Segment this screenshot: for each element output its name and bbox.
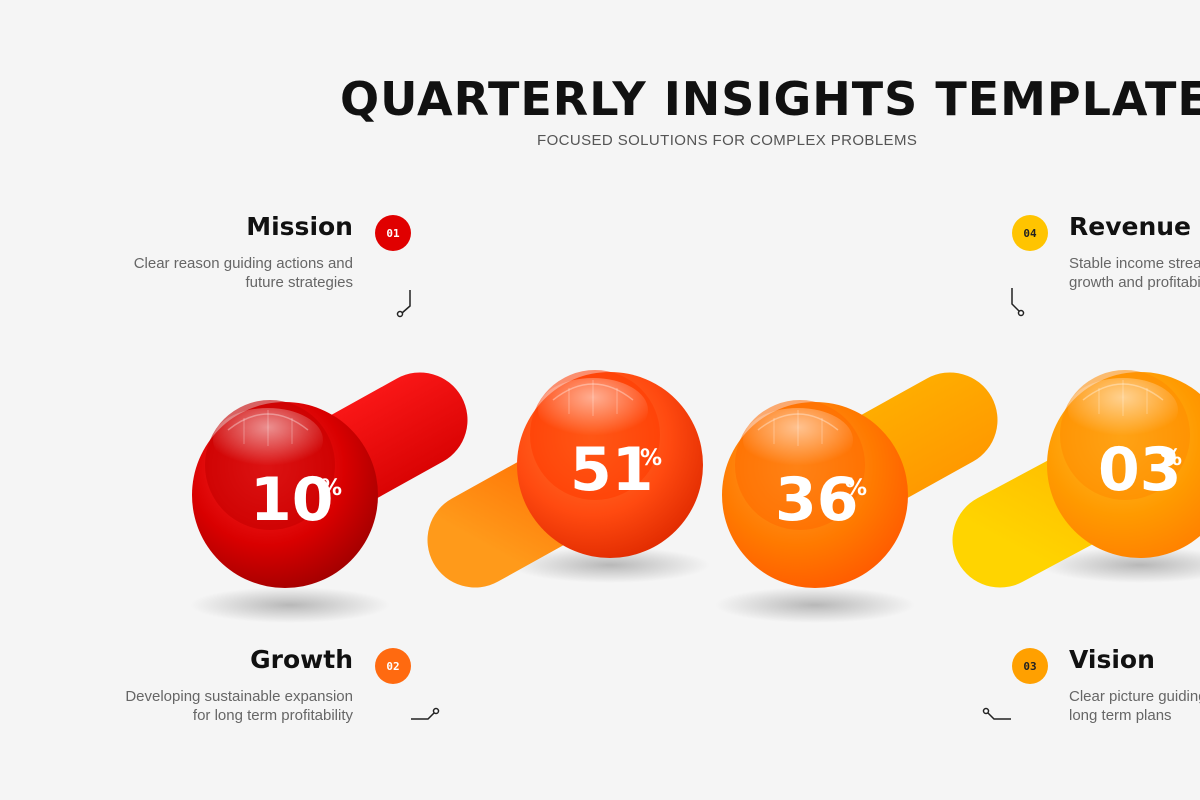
ball-shadow — [510, 547, 710, 583]
item-title-growth: Growth — [250, 645, 353, 674]
percent-unit-mission: % — [320, 476, 342, 501]
item-desc-line: Stable income streams — [1069, 255, 1200, 272]
sphere-vision: 36 % — [722, 400, 908, 588]
item-desc-mission: Clear reason guiding actions and future … — [134, 254, 353, 292]
item-number-badge-vision: 03 — [1012, 648, 1048, 684]
percent-value-mission: 10 — [250, 465, 334, 535]
item-number-badge-growth: 02 — [375, 648, 411, 684]
item-desc-line: Clear reason guiding actions and — [133, 255, 353, 272]
page-title: QUARTERLY INSIGHTS TEMPLATE — [340, 72, 1200, 126]
pointer-vision — [982, 707, 1011, 720]
item-number-badge-revenue: 04 — [1012, 215, 1048, 251]
page-subtitle: FOCUSED SOLUTIONS FOR COMPLEX PROBLEMS — [537, 132, 918, 149]
item-desc-line: Clear picture guiding — [1069, 688, 1200, 705]
item-number-badge-mission: 01 — [375, 215, 411, 251]
item-title-mission: Mission — [246, 212, 353, 241]
sphere-revenue: 03 % — [1047, 370, 1200, 558]
item-desc-line: Developing sustainable expansion — [125, 688, 353, 705]
ball-shadow — [715, 587, 915, 623]
item-desc-line: for long term profitability — [192, 707, 353, 724]
item-desc-line: growth and profitability — [1069, 274, 1200, 291]
item-desc-vision: Clear picture guiding long term plans — [1069, 687, 1200, 725]
pointer-growth — [411, 707, 440, 720]
item-desc-line: future strategies — [245, 274, 353, 291]
pointer-mission — [396, 290, 411, 318]
percent-value-vision: 36 — [775, 465, 859, 535]
ball-shadow — [1040, 547, 1200, 583]
percent-unit-vision: % — [845, 476, 867, 501]
item-title-revenue: Revenue — [1069, 212, 1192, 241]
item-title-vision: Vision — [1069, 645, 1155, 674]
item-desc-growth: Developing sustainable expansion for lon… — [125, 687, 353, 725]
sphere-mission: 10 % — [192, 400, 378, 588]
percent-value-revenue: 03 — [1098, 435, 1182, 505]
pointer-revenue — [1011, 288, 1025, 317]
sphere-growth: 51 % — [517, 370, 703, 558]
percent-value-growth: 51 — [570, 435, 654, 505]
ball-shadow — [190, 587, 390, 623]
item-desc-revenue: Stable income streams growth and profita… — [1069, 254, 1200, 292]
percent-unit-growth: % — [640, 446, 662, 471]
percent-unit-revenue: % — [1160, 446, 1182, 471]
item-desc-line: long term plans — [1069, 707, 1172, 724]
